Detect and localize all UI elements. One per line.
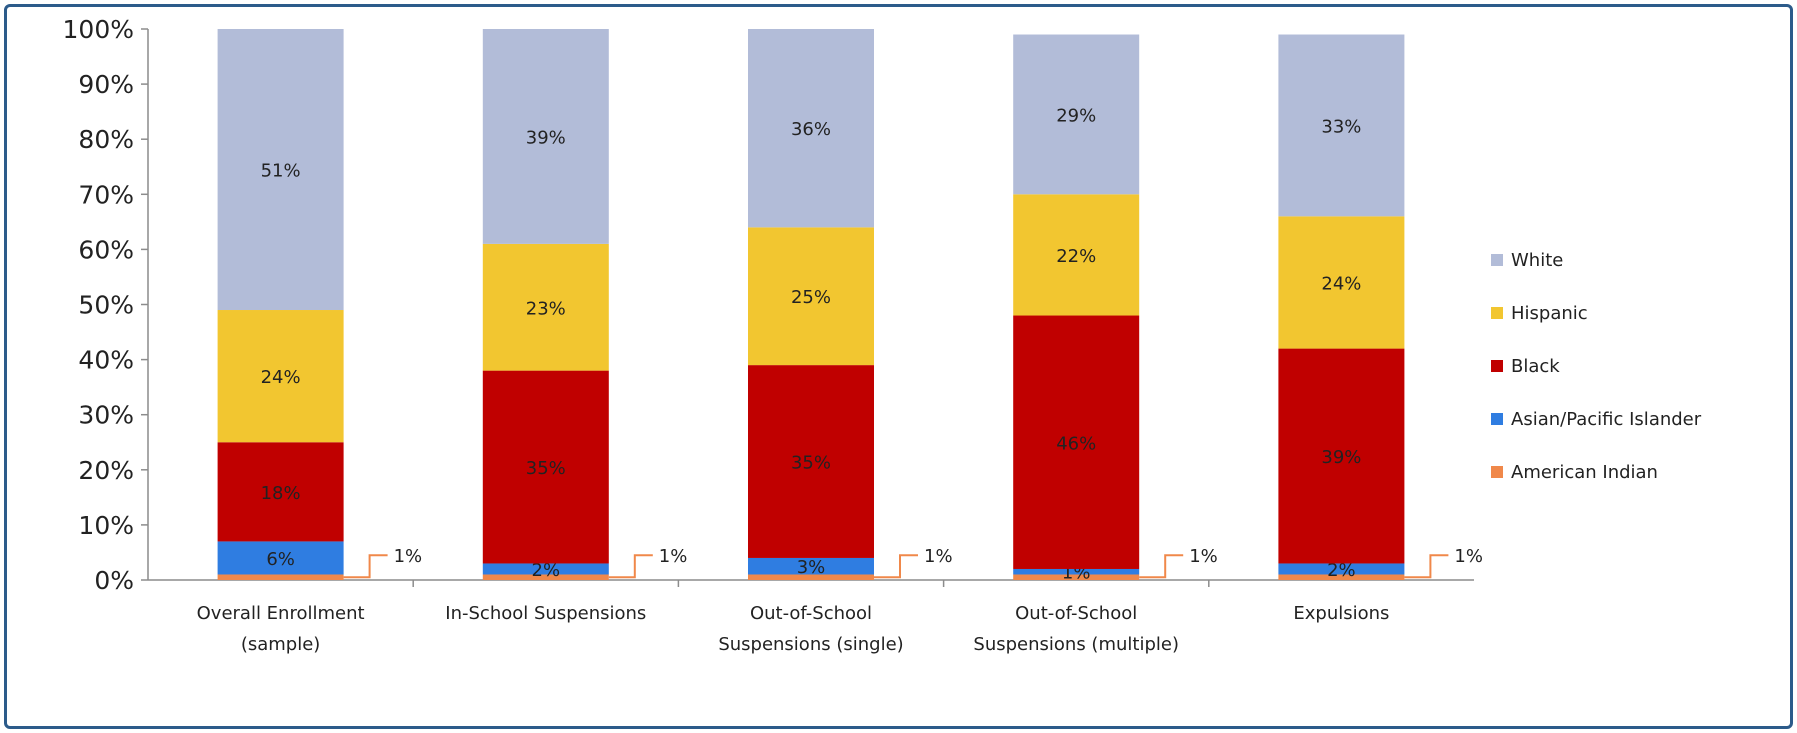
data-label: 1% — [924, 546, 953, 567]
data-label: 36% — [791, 119, 831, 140]
bar-segment-asian-pacific-islander — [1013, 568, 1140, 575]
bar-segment-asian-pacific-islander — [1278, 563, 1405, 575]
bar-segment-american-indian — [217, 574, 344, 580]
legend-swatch — [1491, 254, 1503, 266]
leader-line — [1404, 554, 1449, 579]
legend-label: Hispanic — [1511, 303, 1588, 324]
bar-segment-white — [748, 29, 874, 228]
data-label: 35% — [791, 453, 831, 474]
x-category-label: Out-of-School — [1015, 603, 1137, 624]
bar-segment-asian-pacific-islander — [748, 557, 874, 575]
x-category-label: Suspensions (multiple) — [973, 634, 1179, 655]
x-category-label: In-School Suspensions — [445, 603, 646, 624]
data-label: 46% — [1056, 433, 1096, 454]
legend-swatch — [1491, 360, 1503, 372]
x-category-label: Suspensions (single) — [718, 634, 903, 655]
legend-swatch — [1491, 307, 1503, 319]
y-tick-label: 0% — [94, 566, 134, 595]
data-label: 1% — [394, 546, 423, 567]
y-tick-label: 100% — [63, 15, 134, 44]
bar-segment-american-indian — [748, 574, 874, 580]
y-tick-label: 90% — [78, 70, 134, 99]
x-category-label: Out-of-School — [750, 603, 872, 624]
data-label: 35% — [526, 458, 566, 479]
x-category-label: Expulsions — [1293, 603, 1389, 624]
bar-segment-hispanic — [1013, 194, 1140, 316]
data-label: 24% — [1321, 273, 1361, 294]
leader-line — [608, 554, 653, 579]
bar-segment-american-indian — [1278, 574, 1405, 580]
data-label: 6% — [266, 549, 295, 570]
legend-label: Asian/Pacific Islander — [1511, 409, 1702, 430]
bar-segment-white — [482, 29, 609, 244]
data-label: 1% — [659, 546, 688, 567]
leader-line — [1139, 554, 1184, 579]
bar-segment-white — [1278, 34, 1405, 217]
data-label: 1% — [1189, 546, 1218, 567]
legend-swatch — [1491, 413, 1503, 425]
y-tick-label: 20% — [78, 456, 134, 485]
data-label: 18% — [261, 483, 301, 504]
data-label: 1% — [1454, 546, 1483, 567]
data-label: 2% — [1327, 560, 1356, 581]
bar-segment-black — [482, 370, 609, 564]
data-label: 2% — [532, 560, 561, 581]
y-tick-label: 60% — [78, 235, 134, 264]
bar-segment-hispanic — [748, 227, 874, 366]
data-label: 51% — [261, 161, 301, 182]
data-label: 25% — [791, 287, 831, 308]
y-tick-label: 30% — [78, 401, 134, 430]
legend-label: Black — [1511, 356, 1560, 377]
y-tick-label: 10% — [78, 511, 134, 540]
bar-segment-asian-pacific-islander — [217, 541, 344, 575]
data-label: 23% — [526, 298, 566, 319]
bar-segment-black — [217, 442, 344, 542]
bar-segment-hispanic — [217, 310, 344, 443]
bar-segment-hispanic — [1278, 216, 1405, 349]
legend-label: American Indian — [1511, 462, 1658, 483]
legend-swatch — [1491, 466, 1503, 478]
bar-segment-hispanic — [482, 243, 609, 371]
bar-segment-white — [1013, 34, 1140, 195]
leader-line — [343, 554, 388, 579]
data-label: 33% — [1321, 116, 1361, 137]
bar-segment-black — [748, 365, 874, 558]
legend-label: White — [1511, 250, 1563, 271]
y-tick-label: 40% — [78, 346, 134, 375]
data-label: 22% — [1056, 246, 1096, 267]
y-tick-label: 80% — [78, 125, 134, 154]
data-label: 39% — [1321, 447, 1361, 468]
bar-segment-american-indian — [482, 574, 609, 580]
x-category-label: Overall Enrollment — [197, 603, 365, 624]
data-label: 3% — [797, 557, 826, 578]
x-category-label: (sample) — [241, 634, 321, 655]
bar-segment-american-indian — [1013, 574, 1140, 580]
y-tick-label: 50% — [78, 291, 134, 320]
data-label: 29% — [1056, 105, 1096, 126]
data-label: 39% — [526, 127, 566, 148]
bar-segment-black — [1013, 315, 1140, 569]
data-label: 24% — [261, 367, 301, 388]
y-tick-label: 70% — [78, 180, 134, 209]
bar-segment-asian-pacific-islander — [482, 563, 609, 575]
leader-line — [874, 554, 918, 579]
bar-segment-black — [1278, 348, 1405, 564]
bar-segment-white — [217, 29, 344, 311]
